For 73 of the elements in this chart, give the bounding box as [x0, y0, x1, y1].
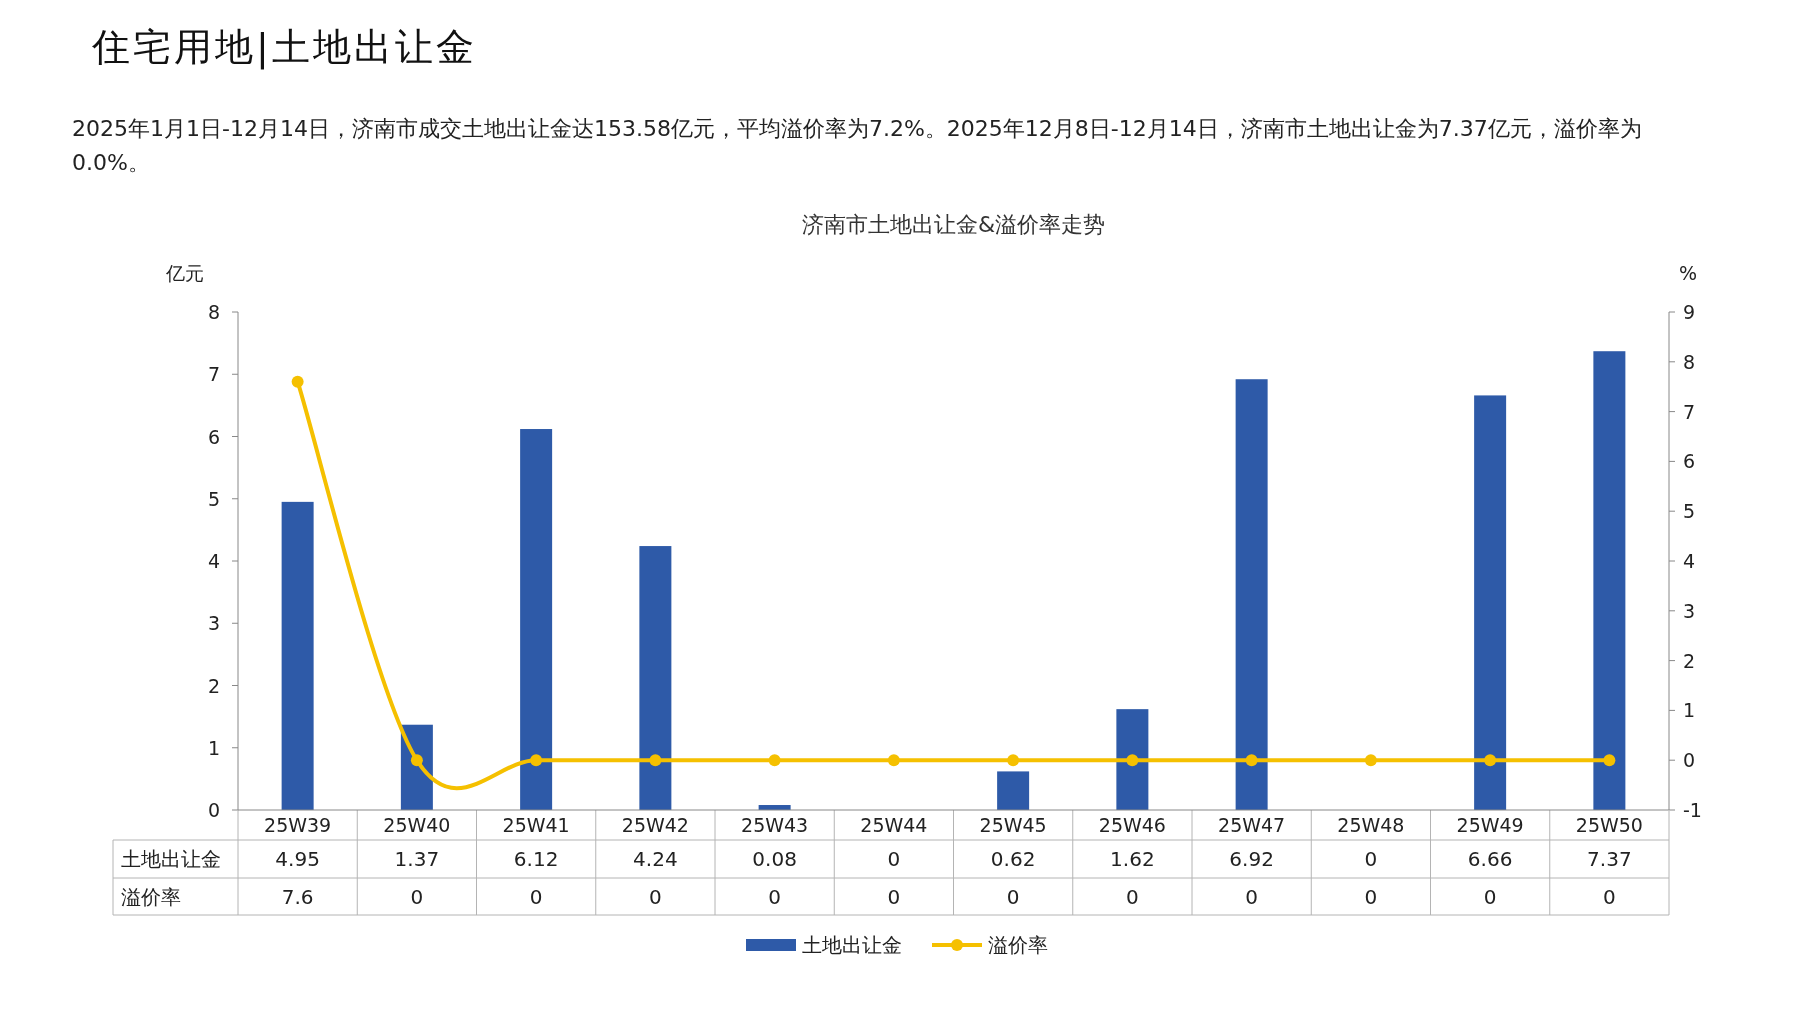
- x-tick-label: 25W39: [264, 814, 332, 836]
- y-tick-label: 3: [207, 612, 220, 635]
- y-tick-label: 8: [207, 301, 220, 323]
- legend-label: 溢价率: [988, 933, 1048, 957]
- text: 土地出让金: [121, 847, 221, 871]
- y-tick-label: 1: [207, 736, 220, 759]
- y2-tick-label: 0: [1683, 749, 1696, 772]
- data-label: 0: [1126, 884, 1139, 909]
- bar: [1116, 709, 1149, 810]
- data-label: 0: [1245, 884, 1258, 909]
- data-label: 4.95: [275, 847, 320, 871]
- y-axis-title: 亿元: [165, 262, 204, 284]
- y2-axis-title: %: [1678, 262, 1698, 284]
- x-tick-label: 25W40: [383, 814, 451, 836]
- bar: [281, 501, 314, 810]
- y2-tick-label: 2: [1683, 649, 1696, 672]
- x-tick-label: 25W50: [1575, 814, 1643, 836]
- text: 2025年1月1日-12月14日，济南市成交土地出让金达153.58亿元，平均溢价率为7.2%。2025年12月8日-12月14日，济南市土地出让金为7.37亿元，溢价率为0.0%。: [72, 115, 1643, 177]
- legend-label: 土地出让金: [802, 933, 902, 957]
- bar: [639, 546, 672, 810]
- bar: [1593, 351, 1626, 810]
- y2-tick-label: 6: [1683, 450, 1696, 473]
- data-label: 7.6: [281, 884, 314, 909]
- y2-tick-label: 9: [1683, 301, 1696, 323]
- y2-tick-label: 3: [1683, 599, 1696, 622]
- data-label: 0.08: [752, 847, 797, 871]
- data-label: 0: [768, 884, 781, 909]
- bar: [1235, 379, 1268, 810]
- data-label: 0: [410, 884, 424, 909]
- y2-tick-label: 4: [1683, 550, 1696, 572]
- x-tick-label: 25W43: [741, 814, 809, 836]
- x-tick-label: 25W49: [1456, 814, 1524, 836]
- data-label: 0: [529, 884, 543, 909]
- data-label: 0: [887, 884, 901, 909]
- bar: [997, 771, 1030, 810]
- text: 住宅用地|土地出让金: [92, 24, 477, 72]
- data-label: 7.37: [1587, 847, 1632, 871]
- x-tick-label: 25W44: [860, 814, 928, 836]
- bar: [520, 429, 553, 810]
- y2-tick-label: 5: [1683, 500, 1696, 523]
- data-label: 6.12: [513, 847, 559, 871]
- y-tick-label: 6: [207, 425, 220, 448]
- data-label: 0: [887, 847, 901, 871]
- y-tick-label: 2: [207, 674, 220, 697]
- data-label: 0: [1364, 884, 1378, 909]
- y-tick-label: 5: [207, 487, 220, 510]
- y2-tick-label: 8: [1683, 350, 1696, 373]
- y2-tick-label: -1: [1683, 799, 1702, 821]
- x-tick-label: 25W48: [1337, 814, 1405, 836]
- bar: [1474, 395, 1507, 810]
- chart-title: 济南市土地出让金&溢价率走势: [801, 212, 1106, 237]
- data-label: 6.92: [1229, 847, 1274, 871]
- y2-tick-label: 1: [1683, 699, 1696, 722]
- data-label: 0: [1603, 884, 1616, 909]
- data-label: 0: [1483, 884, 1497, 909]
- data-label: 0: [1006, 884, 1020, 909]
- data-label: 1.37: [394, 847, 440, 871]
- data-label: 0: [1364, 847, 1378, 871]
- data-label: 4.24: [633, 847, 678, 871]
- data-label: 6.66: [1467, 847, 1513, 871]
- y-tick-label: 4: [207, 550, 220, 572]
- x-tick-label: 25W41: [502, 814, 570, 836]
- data-label: 0: [649, 884, 662, 909]
- data-label: 1.62: [1110, 847, 1155, 871]
- data-label: 0.62: [990, 847, 1036, 871]
- text: 溢价率: [121, 884, 181, 909]
- x-tick-label: 25W42: [621, 814, 689, 836]
- y-tick-label: 0: [207, 799, 220, 821]
- x-tick-label: 25W47: [1218, 814, 1286, 836]
- y2-tick-label: 7: [1683, 400, 1696, 423]
- x-tick-label: 25W45: [979, 814, 1047, 836]
- y-tick-label: 7: [207, 363, 220, 386]
- x-tick-label: 25W46: [1098, 814, 1166, 836]
